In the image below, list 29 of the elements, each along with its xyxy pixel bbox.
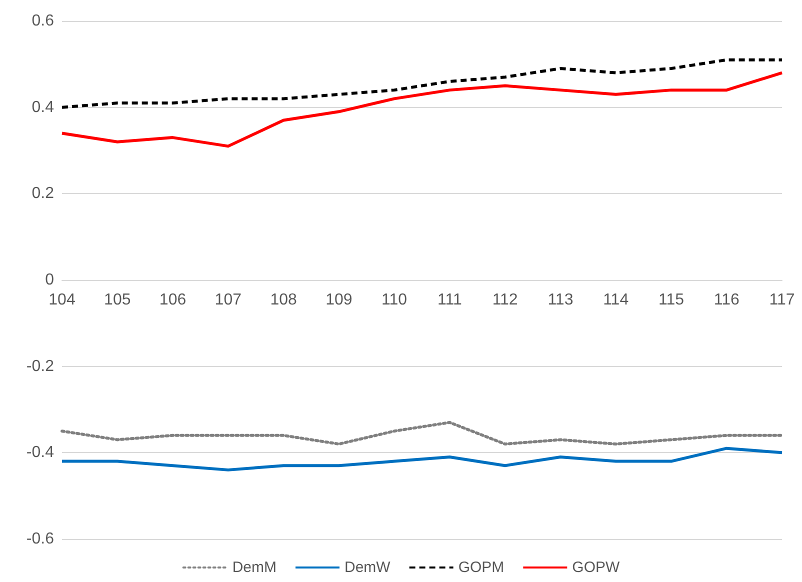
x-tick-label: 113: [548, 292, 574, 308]
x-tick-label: 114: [603, 292, 629, 308]
line-series: [60, 58, 784, 109]
x-tick-label: 104: [48, 292, 76, 308]
x-tick-label: 110: [382, 292, 408, 308]
x-tick-label: 107: [214, 292, 242, 308]
x-tick-label: 106: [159, 292, 186, 308]
line-series: [60, 446, 784, 472]
legend-label: DemW: [344, 559, 392, 576]
x-tick-label: 108: [270, 292, 297, 308]
x-tick-label: 111: [438, 292, 462, 308]
x-tick-label: 116: [714, 292, 740, 308]
y-tick-label: 0.2: [32, 185, 54, 202]
y-tick-label: 0: [45, 272, 54, 288]
line-series: [60, 420, 784, 446]
x-tick-label: 112: [492, 292, 518, 308]
x-tick-label: 115: [658, 292, 684, 308]
legend-label: DemM: [232, 559, 277, 576]
y-tick-label: -0.6: [26, 530, 54, 548]
x-tick-label: 117: [769, 292, 795, 308]
legend-label: GOPM: [458, 559, 504, 576]
y-tick-label: 0.6: [32, 12, 54, 30]
x-tick-label: 105: [104, 292, 131, 308]
y-tick-label: -0.2: [26, 358, 54, 375]
y-tick-label: -0.4: [26, 444, 54, 462]
x-tick-label: 109: [326, 292, 352, 308]
line-series: [60, 71, 784, 148]
y-tick-label: 0.4: [32, 98, 54, 116]
legend-label: GOPW: [572, 559, 621, 576]
